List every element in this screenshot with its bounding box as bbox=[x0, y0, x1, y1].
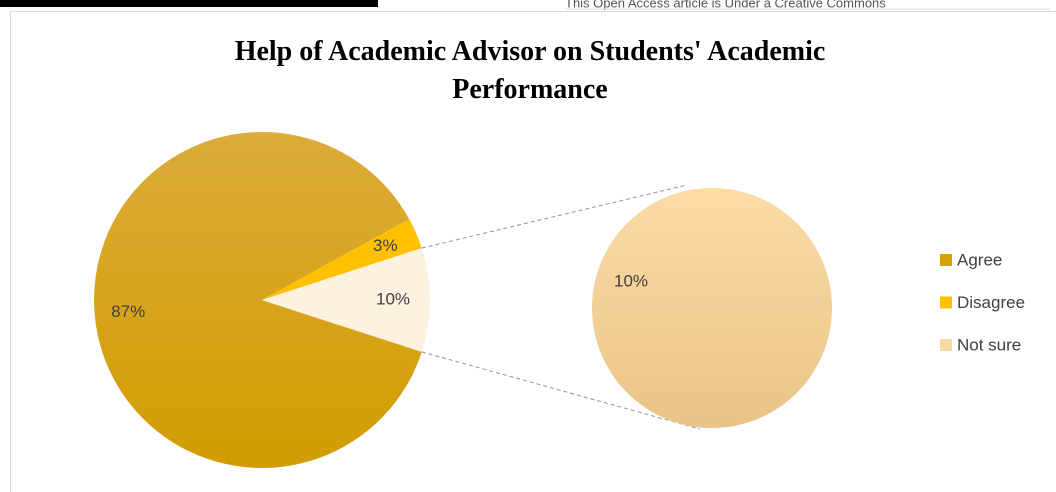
legend-label: Disagree bbox=[957, 293, 1025, 312]
legend-swatch bbox=[940, 296, 952, 309]
pie-slice bbox=[94, 132, 422, 468]
secondary-pie bbox=[592, 188, 832, 428]
connector bbox=[421, 184, 688, 249]
data-label: 10% bbox=[376, 289, 410, 308]
chart-title: Help of Academic Advisor on Students' Ac… bbox=[235, 36, 826, 105]
pie-slice bbox=[262, 248, 430, 352]
legend-swatch bbox=[940, 254, 952, 266]
legend-label: Not sure bbox=[957, 335, 1021, 354]
chart-frame bbox=[10, 11, 1056, 492]
data-label: 87% bbox=[111, 302, 145, 321]
pie-slice bbox=[262, 219, 422, 300]
legend-label: Agree bbox=[957, 250, 1002, 269]
data-label: 10% bbox=[614, 271, 648, 290]
header-bar bbox=[0, 0, 378, 7]
connector bbox=[421, 351, 701, 430]
header-text: This Open Access article is Under a Crea… bbox=[565, 0, 886, 11]
data-label: 3% bbox=[373, 236, 398, 255]
legend-swatch bbox=[940, 339, 952, 351]
